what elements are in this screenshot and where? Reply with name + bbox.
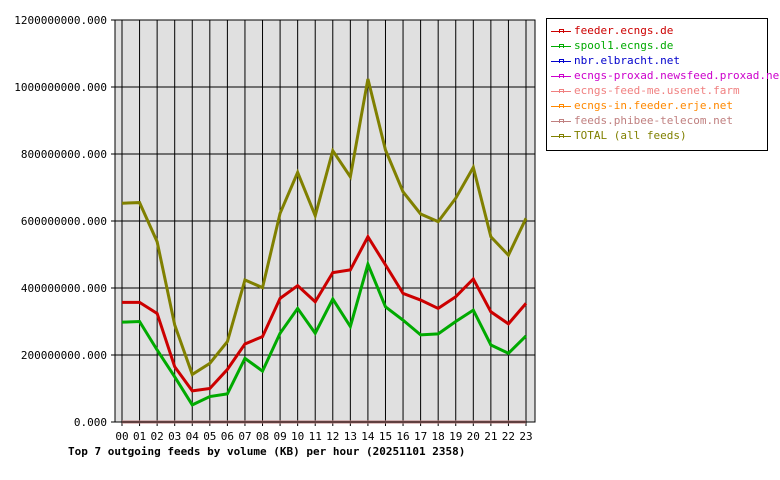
x-tick-label: 12 xyxy=(326,430,339,443)
legend-label: TOTAL (all feeds) xyxy=(574,129,687,142)
x-tick-label: 15 xyxy=(379,430,392,443)
y-tick-label: 200000000.000 xyxy=(21,349,107,362)
legend-label: ecngs-in.feeder.erje.net xyxy=(574,99,733,112)
legend-swatch xyxy=(551,71,571,81)
y-tick-label: 400000000.000 xyxy=(21,282,107,295)
legend-swatch xyxy=(551,41,571,51)
y-tick-label: 1200000000.000 xyxy=(14,14,107,27)
x-tick-label: 03 xyxy=(168,430,181,443)
x-tick-label: 05 xyxy=(203,430,216,443)
x-tick-label: 06 xyxy=(221,430,234,443)
legend-swatch xyxy=(551,101,571,111)
legend-item: ecngs-feed-me.usenet.farm xyxy=(551,83,763,98)
x-tick-label: 08 xyxy=(256,430,269,443)
legend-item: feeder.ecngs.de xyxy=(551,23,763,38)
legend-label: feeds.phibee-telecom.net xyxy=(574,114,733,127)
legend-label: ecngs-feed-me.usenet.farm xyxy=(574,84,740,97)
x-tick-label: 01 xyxy=(133,430,146,443)
legend-label: feeder.ecngs.de xyxy=(574,24,674,37)
y-tick-label: 0.000 xyxy=(74,416,107,429)
x-tick-label: 16 xyxy=(396,430,409,443)
x-tick-label: 13 xyxy=(344,430,357,443)
legend-swatch xyxy=(551,116,571,126)
legend-item: nbr.elbracht.net xyxy=(551,53,763,68)
x-tick-label: 14 xyxy=(361,430,375,443)
legend-item: spool1.ecngs.de xyxy=(551,38,763,53)
x-tick-label: 02 xyxy=(151,430,164,443)
y-tick-label: 600000000.000 xyxy=(21,215,107,228)
legend-label: ecngs-proxad.newsfeed.proxad.net xyxy=(574,69,780,82)
series-line xyxy=(121,259,528,407)
legend-swatch xyxy=(551,56,571,66)
legend: feeder.ecngs.de spool1.ecngs.de nbr.elbrac… xyxy=(546,18,780,151)
x-tick-label: 11 xyxy=(309,430,322,443)
x-tick-label: 07 xyxy=(238,430,251,443)
x-tick-label: 22 xyxy=(502,430,515,443)
legend-swatch xyxy=(551,131,571,141)
x-tick-label: 10 xyxy=(291,430,304,443)
legend-item: TOTAL (all feeds) xyxy=(551,128,763,143)
x-tick-label: 00 xyxy=(115,430,128,443)
legend-label: spool1.ecngs.de xyxy=(574,39,674,52)
chart-title: Top 7 outgoing feeds by volume (KB) per … xyxy=(68,445,466,458)
x-tick-label: 17 xyxy=(414,430,427,443)
x-tick-label: 21 xyxy=(484,430,497,443)
y-tick-label: 1000000000.000 xyxy=(14,81,107,94)
series-line xyxy=(121,78,528,377)
x-tick-label: 09 xyxy=(273,430,286,443)
x-tick-label: 18 xyxy=(432,430,445,443)
series-line xyxy=(122,233,528,393)
x-tick-label: 23 xyxy=(519,430,532,443)
x-tick-label: 20 xyxy=(467,430,480,443)
legend-item: feeds.phibee-telecom.net xyxy=(551,113,763,128)
legend-label: nbr.elbracht.net xyxy=(574,54,680,67)
y-tick-label: 800000000.000 xyxy=(21,148,107,161)
legend-item: ecngs-in.feeder.erje.net xyxy=(551,98,763,113)
legend-swatch xyxy=(551,26,571,36)
x-tick-label: 04 xyxy=(186,430,200,443)
legend-item: ecngs-proxad.newsfeed.proxad.net xyxy=(551,68,780,83)
legend-swatch xyxy=(551,86,571,96)
x-tick-label: 19 xyxy=(449,430,462,443)
plot-border xyxy=(114,19,536,423)
